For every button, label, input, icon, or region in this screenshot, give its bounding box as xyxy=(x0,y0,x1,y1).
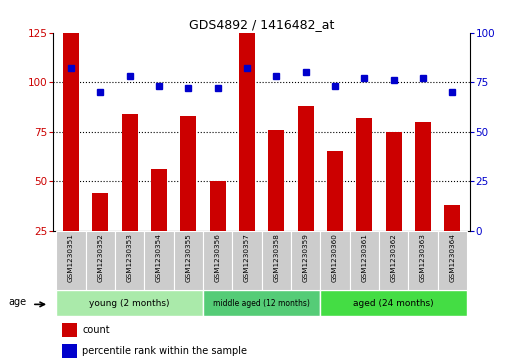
Bar xyxy=(408,231,437,290)
Bar xyxy=(444,205,460,231)
Bar xyxy=(320,231,350,290)
Text: GSM1230363: GSM1230363 xyxy=(420,233,426,282)
Text: GSM1230362: GSM1230362 xyxy=(391,233,397,282)
Text: GSM1230357: GSM1230357 xyxy=(244,233,250,282)
Bar xyxy=(379,231,408,290)
Bar xyxy=(203,231,232,290)
Bar xyxy=(210,181,226,231)
Text: GSM1230353: GSM1230353 xyxy=(126,233,133,282)
Text: GSM1230358: GSM1230358 xyxy=(273,233,279,282)
Bar xyxy=(327,151,343,231)
Bar xyxy=(386,132,402,231)
Text: age: age xyxy=(8,297,26,307)
Text: young (2 months): young (2 months) xyxy=(89,299,170,307)
Bar xyxy=(174,231,203,290)
Text: GSM1230359: GSM1230359 xyxy=(303,233,309,282)
Bar xyxy=(320,290,467,316)
Title: GDS4892 / 1416482_at: GDS4892 / 1416482_at xyxy=(189,19,334,32)
Bar xyxy=(151,169,167,231)
Text: GSM1230351: GSM1230351 xyxy=(68,233,74,282)
Bar xyxy=(350,231,379,290)
Bar xyxy=(180,116,197,231)
Text: GSM1230355: GSM1230355 xyxy=(185,233,192,282)
Text: count: count xyxy=(82,325,110,335)
Bar xyxy=(298,106,314,231)
Bar xyxy=(291,231,320,290)
Bar xyxy=(415,122,431,231)
Text: GSM1230354: GSM1230354 xyxy=(156,233,162,282)
Bar xyxy=(203,290,320,316)
Bar xyxy=(356,118,372,231)
Bar xyxy=(63,33,79,231)
Text: aged (24 months): aged (24 months) xyxy=(354,299,434,307)
Bar xyxy=(86,231,115,290)
Text: GSM1230361: GSM1230361 xyxy=(361,233,367,282)
Text: percentile rank within the sample: percentile rank within the sample xyxy=(82,346,247,356)
Bar xyxy=(56,231,86,290)
Text: GSM1230364: GSM1230364 xyxy=(449,233,455,282)
Bar xyxy=(115,231,144,290)
Bar xyxy=(92,193,108,231)
Text: GSM1230356: GSM1230356 xyxy=(214,233,220,282)
Text: middle aged (12 months): middle aged (12 months) xyxy=(213,299,310,307)
Text: GSM1230360: GSM1230360 xyxy=(332,233,338,282)
Bar xyxy=(61,344,77,358)
Bar xyxy=(121,114,138,231)
Bar xyxy=(144,231,174,290)
Bar xyxy=(56,290,203,316)
Bar xyxy=(268,130,284,231)
Bar xyxy=(239,33,255,231)
Bar xyxy=(61,323,77,337)
Text: GSM1230352: GSM1230352 xyxy=(97,233,103,282)
Bar xyxy=(262,231,291,290)
Bar xyxy=(437,231,467,290)
Bar xyxy=(232,231,262,290)
